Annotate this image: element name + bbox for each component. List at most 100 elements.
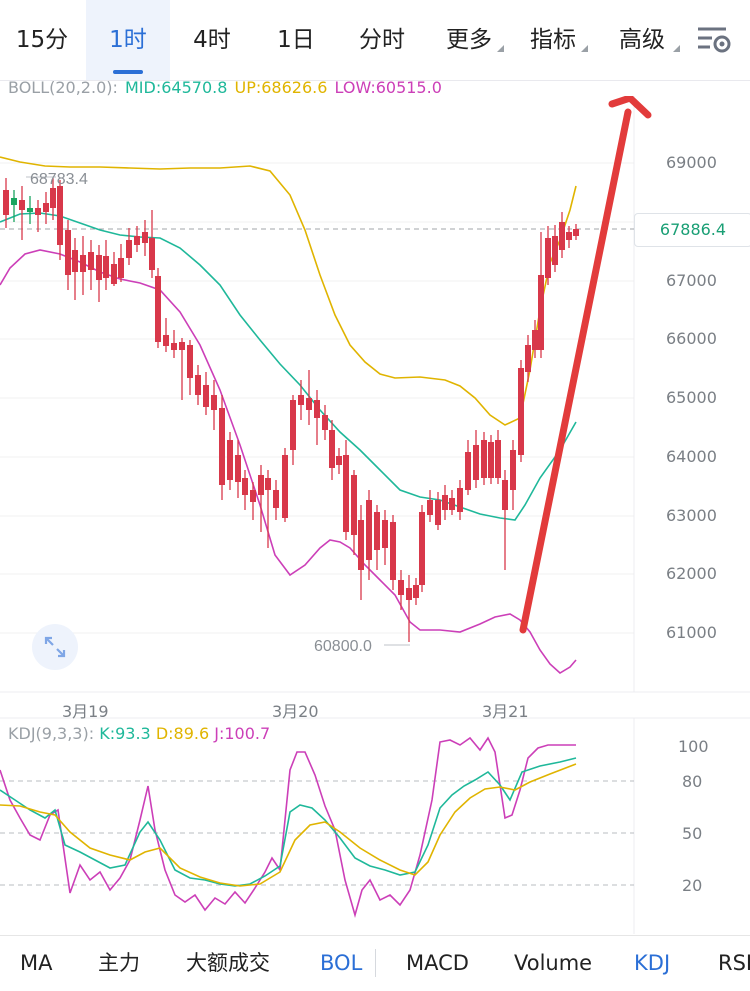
tab-advanced[interactable]: 高级: [606, 0, 680, 80]
candle-body: [518, 368, 524, 455]
current-price-tag: 67886.4: [634, 213, 750, 247]
high-marker-label: 68783.4: [30, 171, 88, 188]
candle-body: [382, 520, 388, 548]
kdj-grid: [0, 780, 634, 886]
candle-body: [374, 512, 380, 550]
boll-upper-band: [0, 156, 577, 426]
candle-body: [179, 342, 185, 350]
tab-timeshare[interactable]: 分时: [359, 27, 405, 53]
candle-body: [306, 398, 312, 410]
tab-1d[interactable]: 1日: [277, 27, 315, 53]
candle-body: [88, 252, 94, 270]
candle-body: [336, 456, 342, 465]
dropdown-triangle-icon: [497, 45, 504, 52]
chart-settings-icon[interactable]: [696, 24, 732, 56]
indicator-tabs: MA 主力 大额成交 BOL MACD Volume KDJ RSI: [0, 935, 750, 991]
price-axis-label: 62000: [666, 564, 717, 583]
timeframe-tabs: 15分 1时 4时 1日 分时 更多 指标 高级: [0, 0, 750, 81]
candle-body: [142, 232, 148, 243]
indicator-kdj[interactable]: KDJ: [634, 951, 671, 975]
candle-body: [290, 400, 296, 450]
kdj-j-line: [0, 736, 576, 918]
tab-more[interactable]: 更多: [436, 0, 504, 80]
candle-body: [35, 208, 41, 215]
indicator-large-trades[interactable]: 大额成交: [186, 951, 270, 975]
candle-body: [250, 490, 256, 502]
kdj-axis-label: 50: [682, 824, 703, 843]
candle-body: [538, 275, 544, 350]
candle-body: [413, 585, 419, 598]
kdj-d: D:89.6: [155, 724, 210, 743]
expand-icon: [44, 636, 66, 658]
candle-body: [322, 415, 328, 430]
boll-legend: BOLL(20,2.0): MID:64570.8 UP:68626.6 LOW…: [8, 78, 444, 97]
tab-15min[interactable]: 15分: [15, 27, 69, 53]
candle-body: [465, 452, 471, 490]
date-label: 3月20: [272, 702, 319, 721]
candle-body: [573, 229, 579, 236]
candle-body: [298, 395, 304, 405]
price-axis-label: 65000: [666, 388, 717, 407]
boll-name: BOLL(20,2.0):: [8, 78, 118, 97]
candle-body: [406, 588, 412, 600]
indicator-divider: [375, 949, 376, 977]
candlestick-chart[interactable]: 68783.4 60800.0: [0, 96, 750, 936]
candle-body: [525, 345, 531, 372]
trend-arrow: [519, 96, 652, 634]
candle-body: [488, 442, 494, 478]
candle-body: [27, 208, 33, 212]
dropdown-triangle-icon: [581, 45, 588, 52]
candles-group: [3, 178, 579, 642]
candle-body: [187, 345, 193, 378]
candle-body: [118, 258, 124, 278]
indicator-rsi[interactable]: RSI: [718, 951, 750, 975]
fullscreen-button[interactable]: [32, 624, 78, 670]
kdj-axis-label: 100: [678, 737, 709, 756]
kdj-legend: KDJ(9,3,3): K:93.3 D:89.6 J:100.7: [8, 724, 270, 743]
indicator-main-force[interactable]: 主力: [98, 951, 140, 975]
candle-body: [314, 400, 320, 418]
candle-body: [559, 222, 565, 250]
candle-body: [545, 238, 551, 278]
tab-4h[interactable]: 4时: [193, 27, 231, 53]
candle-body: [50, 188, 56, 208]
candle-body: [265, 478, 271, 490]
boll-up: UP:68626.6: [234, 78, 328, 97]
candle-body: [495, 440, 501, 478]
price-axis-label: 67000: [666, 271, 717, 290]
price-axis-label: 61000: [666, 623, 717, 642]
kdj-name: KDJ(9,3,3):: [8, 724, 95, 743]
candle-body: [134, 236, 140, 245]
candle-body: [358, 520, 364, 570]
price-axis-label: 64000: [666, 447, 717, 466]
indicator-volume[interactable]: Volume: [514, 951, 593, 975]
candle-body: [72, 250, 78, 272]
dropdown-triangle-icon: [673, 45, 680, 52]
date-label: 3月19: [62, 702, 109, 721]
tab-indicators[interactable]: 指标: [520, 0, 588, 80]
candle-body: [195, 375, 201, 395]
candle-body: [273, 490, 279, 508]
candle-body: [258, 475, 264, 495]
boll-low: LOW:60515.0: [334, 78, 442, 97]
candle-body: [502, 480, 508, 510]
candle-body: [235, 455, 241, 482]
candle-body: [203, 385, 209, 407]
candle-body: [242, 478, 248, 495]
candle-body: [532, 330, 538, 350]
candle-body: [163, 335, 169, 346]
indicator-ma[interactable]: MA: [20, 951, 53, 975]
candle-body: [473, 445, 479, 480]
boll-mid-band: [0, 212, 577, 521]
price-axis-label: 63000: [666, 506, 717, 525]
candle-body: [566, 232, 572, 240]
candle-body: [149, 238, 155, 270]
price-axis-label: 69000: [666, 153, 717, 172]
kdj-k-line: [0, 757, 577, 887]
tab-1h[interactable]: 1时: [86, 0, 170, 80]
indicator-macd[interactable]: MACD: [406, 951, 469, 975]
indicator-boll[interactable]: BOL: [320, 951, 363, 975]
candle-body: [343, 455, 349, 532]
candle-body: [351, 475, 357, 535]
candle-body: [3, 190, 9, 215]
